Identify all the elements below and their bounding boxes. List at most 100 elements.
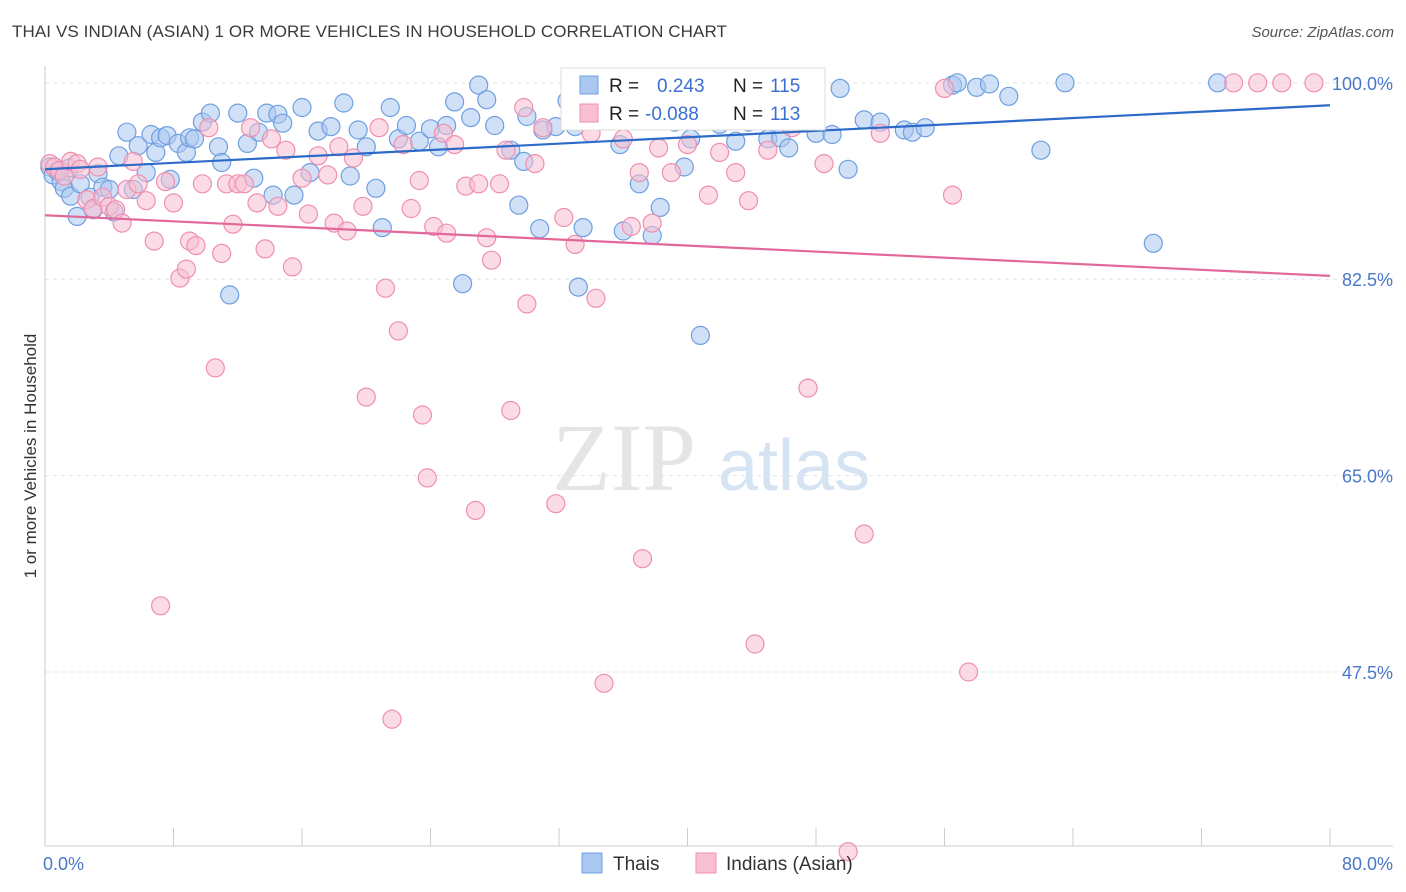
legend-r-value-thais: 0.243 — [657, 76, 705, 97]
thais-point — [854, 110, 874, 130]
indians-point — [128, 174, 148, 194]
indians-point — [525, 154, 545, 174]
x-axis-ticks — [44, 828, 1331, 846]
indians-point — [255, 239, 275, 259]
indians-point — [123, 151, 143, 171]
indians-point — [501, 400, 521, 421]
indians-point — [1223, 73, 1244, 93]
thais-point — [779, 138, 799, 158]
indians-point — [176, 259, 196, 279]
thais-point — [453, 274, 473, 294]
indians-point — [648, 138, 669, 158]
chart-title: THAI VS INDIAN (ASIAN) 1 OR MORE VEHICLE… — [12, 22, 728, 41]
indians-point — [477, 228, 497, 248]
thais-point — [573, 218, 593, 238]
indians-point — [621, 216, 641, 237]
indians-point — [514, 97, 534, 118]
indians-point — [565, 234, 585, 254]
thais-point — [1031, 140, 1051, 160]
indians-point — [276, 140, 296, 160]
grid-lines — [45, 82, 1393, 673]
indians-point — [393, 135, 413, 155]
indians-point — [586, 288, 606, 308]
thais-point — [348, 120, 368, 140]
indians-point — [192, 174, 212, 194]
indians-point — [337, 221, 357, 241]
thais-point — [208, 137, 229, 157]
indians-point — [677, 135, 698, 155]
legend-n-value-thais: 115 — [770, 76, 800, 97]
x-tick-label-max: 80.0% — [1342, 854, 1393, 874]
watermark: ZIP atlas — [552, 404, 870, 511]
thais-point — [650, 197, 670, 217]
thais-point — [184, 129, 204, 149]
legend-r-value-indians: -0.088 — [645, 104, 699, 125]
indians-point — [247, 193, 267, 213]
thais-point — [690, 325, 711, 345]
indians-point — [234, 174, 254, 194]
source-label: Source: ZipAtlas.com — [1251, 24, 1394, 41]
y-tick-label: 100.0% — [1332, 74, 1393, 94]
indians-point — [268, 196, 288, 216]
thais-point — [1143, 233, 1163, 253]
thais-point — [461, 107, 481, 128]
indians-point — [382, 709, 402, 729]
legend-r-label-indians: R = — [609, 104, 639, 125]
indians-point — [726, 163, 746, 183]
trend-lines — [44, 104, 1331, 277]
indians-point — [854, 524, 874, 544]
legend-r-label-thais: R = — [609, 76, 639, 97]
thais-point — [477, 90, 497, 110]
thais-point — [372, 218, 392, 238]
indians-point — [758, 140, 778, 160]
indians-point — [661, 163, 682, 183]
indians-point — [942, 185, 963, 205]
watermark-atlas: atlas — [718, 426, 870, 506]
thais-point — [284, 185, 304, 205]
legend-swatch-indians — [579, 103, 599, 123]
y-tick-label: 65.0% — [1342, 467, 1393, 487]
thais-point — [380, 97, 400, 118]
thais-point — [915, 118, 935, 138]
indians-point — [343, 148, 363, 168]
thais-point — [1207, 73, 1228, 93]
thais-point — [292, 97, 312, 118]
indians-point — [144, 231, 164, 251]
indians-point — [329, 137, 349, 157]
indians-point — [445, 135, 465, 155]
bottom-legend-label-thais: Thais — [613, 854, 659, 875]
legend: R = 0.243 N = 115 R = -0.088 N = 113 — [560, 67, 826, 131]
bottom-legend-label-indians: Indians (Asian) — [726, 854, 853, 875]
y-tick-labels: 47.5% 65.0% 82.5% 100.0% — [1332, 74, 1393, 683]
indians-point — [709, 142, 730, 162]
indians-point — [745, 634, 765, 654]
bottom-legend: Thais Indians (Asian) — [581, 852, 853, 875]
indians-point — [375, 278, 396, 298]
indians-point — [934, 78, 955, 99]
indians-point — [155, 172, 176, 192]
thais-point — [356, 137, 376, 157]
thais-point — [334, 93, 354, 113]
indians-point — [958, 662, 979, 682]
indians-point — [496, 140, 516, 160]
indians-point — [199, 118, 219, 138]
indians-point — [388, 321, 408, 341]
indians-point — [409, 170, 429, 191]
indians-point — [298, 204, 318, 224]
thais-point — [273, 113, 293, 133]
thais-point — [228, 103, 248, 123]
indians-point — [632, 549, 653, 569]
thais-point — [979, 74, 1000, 94]
bottom-legend-swatch-thais — [581, 852, 603, 874]
indians-point — [594, 673, 614, 693]
thais-point — [117, 122, 137, 142]
thais-point — [830, 78, 850, 99]
indians-point — [465, 500, 486, 520]
indians-point — [642, 213, 662, 233]
legend-n-value-indians: 113 — [770, 104, 800, 125]
thais-point — [1055, 73, 1075, 93]
thais-trend-line — [44, 104, 1331, 171]
indians-point — [613, 129, 633, 149]
thais-point — [485, 115, 505, 136]
